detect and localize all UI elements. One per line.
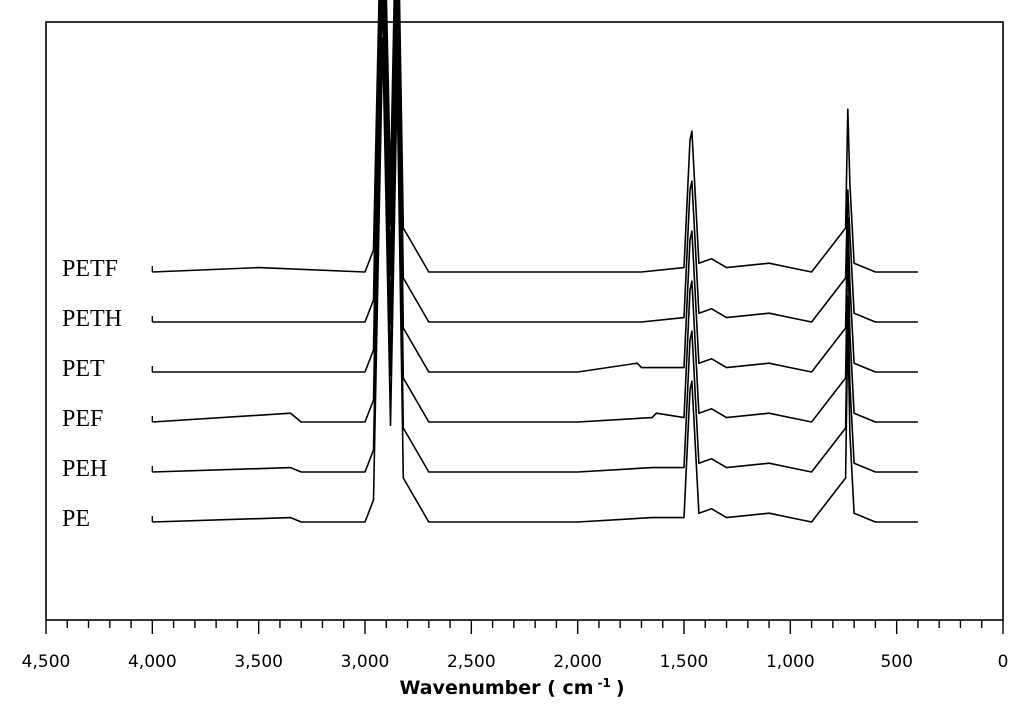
- x-axis-ticks: [45, 620, 1004, 634]
- x-axis-title-main: Wavenumber ( cm: [399, 677, 593, 699]
- x-axis-title-close: ): [616, 677, 625, 699]
- series-line-pe: [152, 37, 918, 523]
- x-axis-tick-labels: 4,500 4,000 3,500 3,000 2,500 2,000 1,500 1,000…: [22, 652, 1009, 672]
- series-line-pef: [152, 0, 918, 423]
- x-tick-label: 1,500: [660, 652, 709, 672]
- x-tick-label: 2,500: [447, 652, 496, 672]
- spectra-traces: [151, 0, 918, 523]
- series-label-peth: PETH: [62, 306, 122, 332]
- series-label-pef: PEF: [62, 406, 103, 432]
- x-axis-title: Wavenumber ( cm -1): [399, 676, 624, 699]
- series-label-peh: PEH: [62, 456, 107, 482]
- series-line-pet: [152, 0, 918, 373]
- series-line-petf: [152, 0, 918, 273]
- x-tick-label: 3,000: [341, 652, 390, 672]
- x-tick-label: 4,000: [128, 652, 177, 672]
- series-label-pe: PE: [62, 506, 90, 532]
- series-label-petf: PETF: [62, 256, 118, 282]
- series-label-pet: PET: [62, 356, 105, 382]
- x-axis-title-superscript: -1: [598, 676, 611, 690]
- series-line-peth: [152, 0, 918, 323]
- plot-frame: [45, 21, 1004, 621]
- x-tick-label: 3,500: [234, 652, 283, 672]
- x-tick-label: 500: [880, 652, 912, 672]
- x-tick-label: 4,500: [22, 652, 71, 672]
- series-line-peh: [152, 0, 918, 473]
- x-tick-label: 0: [998, 652, 1009, 672]
- series-labels: PETF PETH PET PEF PEH PE: [62, 256, 122, 532]
- x-tick-label: 1,000: [766, 652, 815, 672]
- x-tick-label: 2,000: [553, 652, 602, 672]
